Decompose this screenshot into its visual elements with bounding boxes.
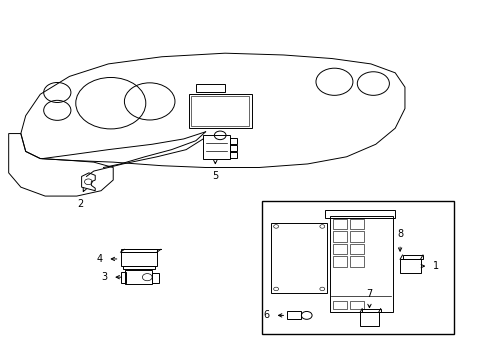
Bar <box>229 138 236 144</box>
Bar <box>333 244 346 254</box>
Bar <box>120 272 126 283</box>
Bar <box>333 231 346 242</box>
Bar <box>362 309 380 312</box>
Text: 6: 6 <box>263 310 269 320</box>
Bar <box>333 256 346 267</box>
Bar <box>125 270 152 284</box>
Bar <box>188 94 251 128</box>
Text: 5: 5 <box>212 171 218 181</box>
Bar <box>287 311 300 319</box>
Text: 4: 4 <box>96 254 102 264</box>
Bar <box>329 216 392 312</box>
Text: 1: 1 <box>432 261 438 271</box>
Bar <box>120 249 157 252</box>
Bar <box>203 135 229 158</box>
Bar <box>333 219 346 229</box>
Bar <box>399 259 420 273</box>
Text: 2: 2 <box>77 199 83 208</box>
Bar <box>349 301 363 309</box>
Bar <box>271 223 326 293</box>
Bar <box>349 231 363 242</box>
Bar <box>152 273 159 283</box>
Bar <box>191 96 249 126</box>
Bar <box>120 252 157 266</box>
Text: 3: 3 <box>101 272 107 282</box>
Bar <box>229 152 236 158</box>
Bar <box>402 255 422 259</box>
Bar <box>196 84 224 93</box>
Bar <box>333 301 346 309</box>
Bar <box>261 202 453 334</box>
Bar <box>360 312 378 326</box>
Text: 7: 7 <box>366 289 372 299</box>
Bar <box>229 145 236 151</box>
Bar <box>324 210 394 217</box>
Bar <box>349 244 363 254</box>
Bar <box>349 256 363 267</box>
Bar <box>122 266 154 269</box>
Text: 8: 8 <box>396 229 402 239</box>
Bar <box>349 219 363 229</box>
